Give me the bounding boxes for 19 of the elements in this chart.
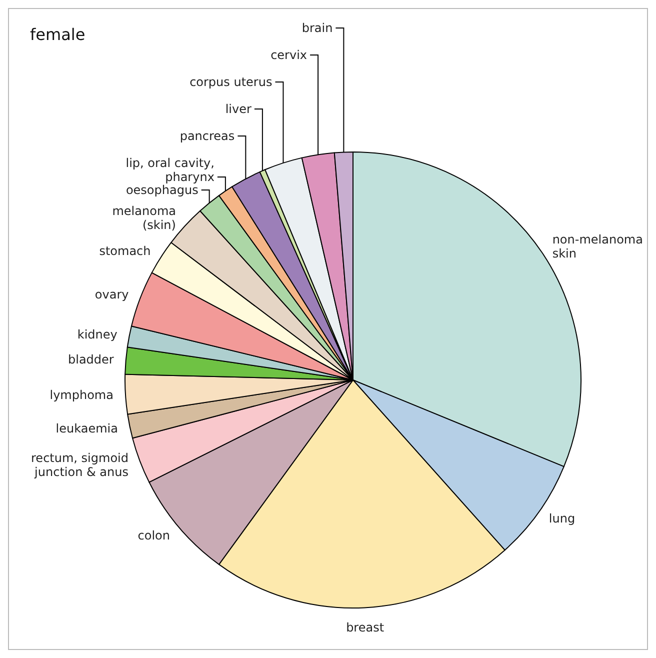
slice-label: lymphoma <box>50 388 114 402</box>
slice-label: colon <box>138 528 170 542</box>
slice-label: oesophagus <box>126 183 198 197</box>
slice-label: stomach <box>99 244 151 258</box>
chart-title: female <box>30 25 86 44</box>
slice-label: kidney <box>77 327 118 342</box>
slice-label: lung <box>548 512 576 526</box>
slice-label: liver <box>225 102 252 116</box>
slice-label: melanoma (skin) <box>112 204 176 232</box>
slice-label: rectum, sigmoid junction & anus <box>31 450 128 479</box>
slice-label: ovary <box>94 287 129 302</box>
slice-label: corpus uterus <box>190 75 272 89</box>
slice-label: breast <box>346 620 384 635</box>
slice-label: bladder <box>68 352 114 367</box>
slice-label: non-melanoma skin <box>552 232 643 260</box>
slice-label: leukaemia <box>56 422 118 436</box>
slice-label: cervix <box>270 48 308 62</box>
slice-label: pancreas <box>180 129 235 143</box>
slice-label: brain <box>302 21 333 35</box>
